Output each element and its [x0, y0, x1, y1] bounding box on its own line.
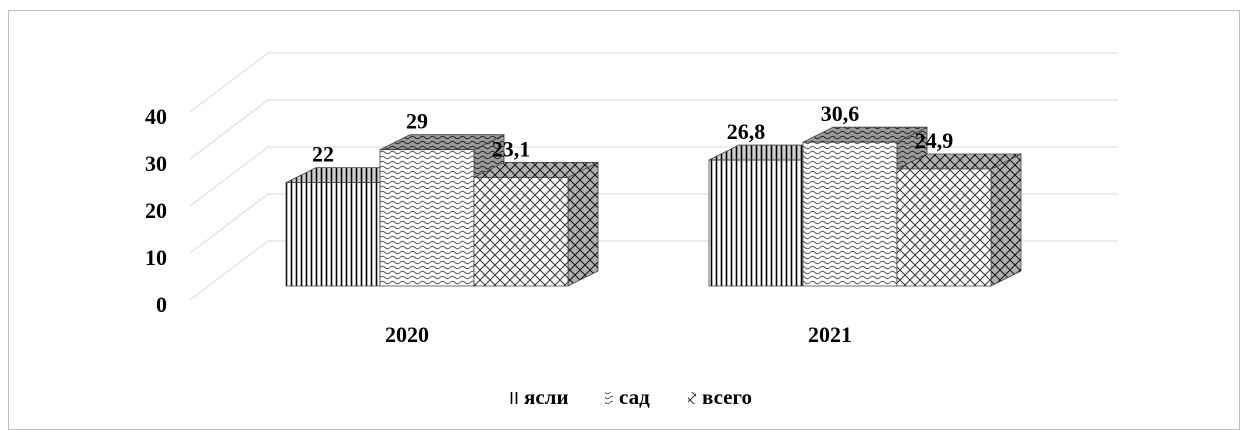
bar-front-face	[896, 168, 992, 287]
bar-front-face	[802, 141, 898, 287]
gridline-side	[189, 146, 269, 207]
data-label: 30,6	[821, 101, 860, 126]
bar-vsego-2020	[473, 161, 599, 287]
x-axis: 2020 2021	[385, 322, 852, 347]
gridline-side	[189, 99, 269, 160]
y-tick-label: 20	[145, 198, 167, 223]
y-tick-label: 40	[145, 104, 167, 129]
y-tick-label: 0	[156, 292, 167, 317]
legend-label: ясли	[524, 385, 569, 409]
legend-label: всего	[702, 385, 752, 409]
legend: ясли сад всего	[510, 385, 752, 409]
legend-swatch	[605, 392, 613, 404]
data-label: 26,8	[727, 119, 766, 144]
bar-side-face	[567, 161, 599, 287]
bar-side-face	[990, 153, 1022, 287]
bar-front-face	[708, 159, 804, 287]
y-axis: 0 10 20 30 40	[145, 104, 167, 317]
bar-front-face	[285, 182, 381, 287]
y-tick-label: 30	[145, 151, 167, 176]
data-label: 22	[312, 142, 334, 167]
data-label: 24,9	[915, 128, 954, 153]
data-labels: 22 29 23,1 26,8 30,6 24,9	[312, 101, 953, 166]
legend-item-yasli: ясли	[510, 385, 569, 409]
y-tick-label: 10	[145, 245, 167, 270]
chart-frame	[8, 10, 1240, 430]
bars	[285, 126, 1022, 287]
gridline-side	[189, 193, 269, 254]
x-category-label: 2020	[385, 322, 429, 347]
legend-label: сад	[619, 385, 650, 409]
x-category-label: 2021	[808, 322, 852, 347]
legend-item-vsego: всего	[688, 385, 752, 409]
bar-vsego-2021	[896, 153, 1022, 287]
data-label: 29	[406, 109, 428, 134]
gridline-side	[189, 240, 269, 301]
data-label: 23,1	[492, 136, 531, 161]
legend-swatch	[510, 392, 518, 404]
bar-front-face	[379, 149, 475, 287]
gridline-side	[189, 52, 269, 113]
legend-item-sad: сад	[605, 385, 650, 409]
bar-front-face	[473, 177, 569, 287]
legend-swatch	[688, 392, 696, 404]
